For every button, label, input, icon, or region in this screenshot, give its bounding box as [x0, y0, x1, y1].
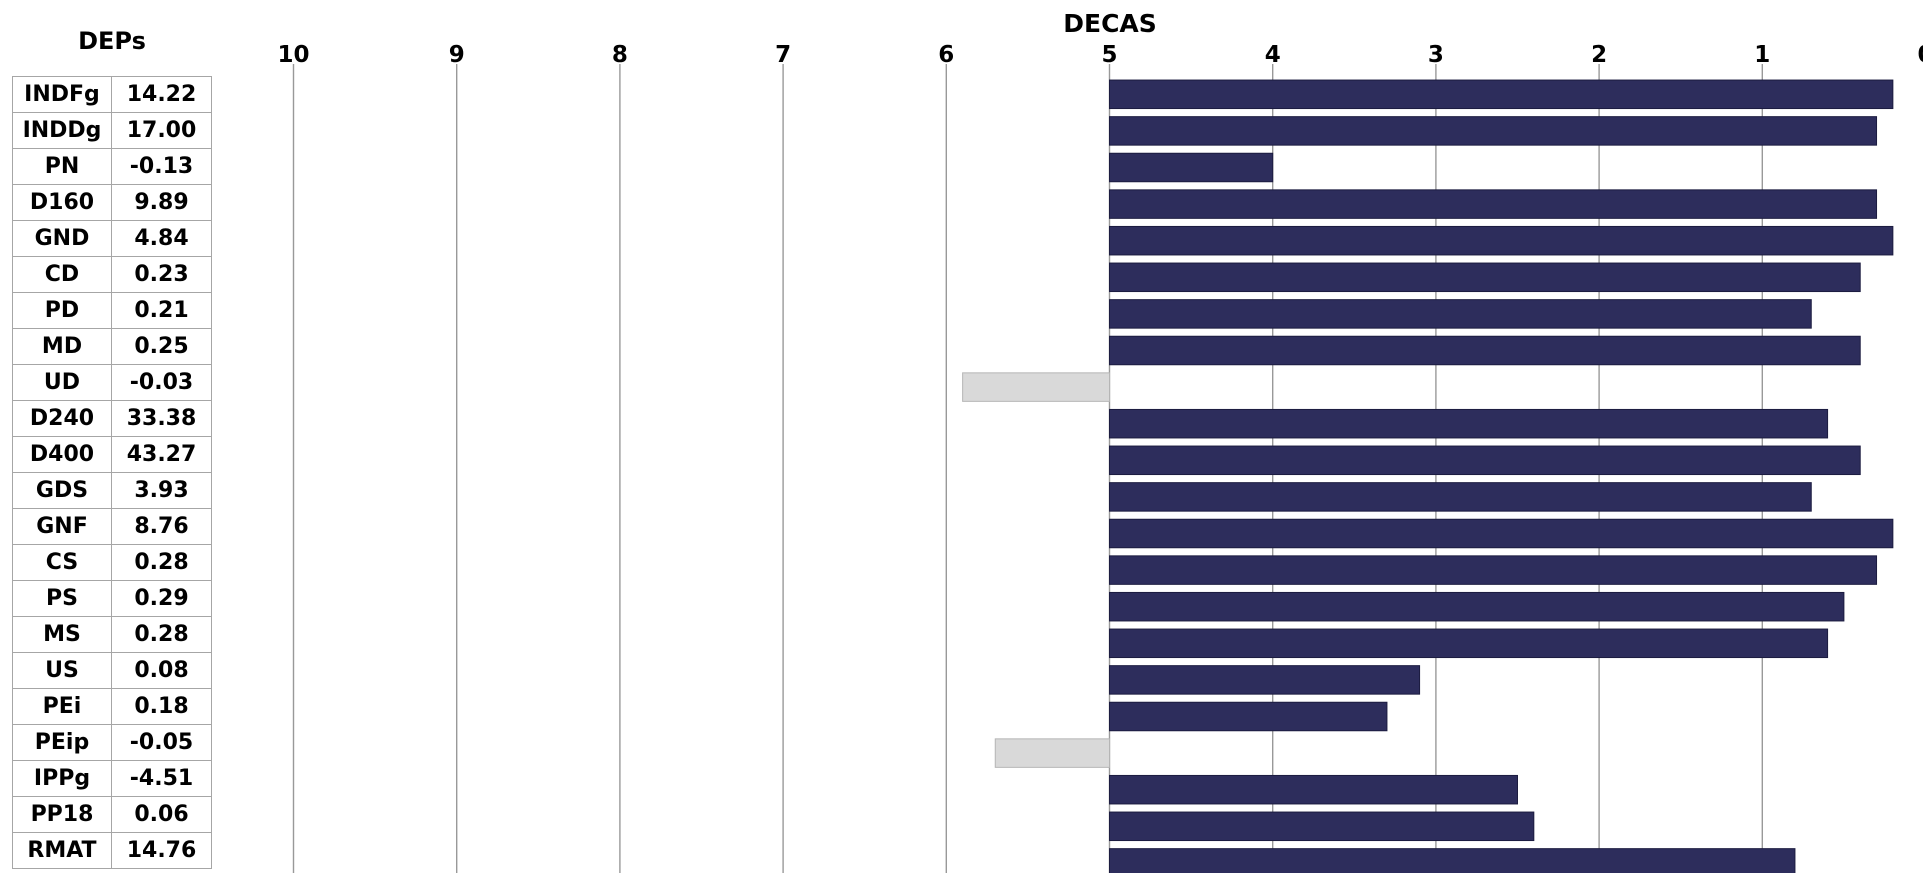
table-row: GNF 8.76 [12, 508, 212, 545]
x-tick-label: 6 [938, 42, 954, 68]
x-tick-label: 2 [1591, 42, 1607, 68]
table-row: CD 0.23 [12, 256, 212, 293]
dep-value: 0.25 [111, 328, 212, 365]
bar-pei [1109, 701, 1388, 732]
bar-ippg [1109, 774, 1518, 805]
table-row: D240 33.38 [12, 400, 212, 437]
dep-value: 43.27 [111, 436, 212, 473]
table-row: D160 9.89 [12, 184, 212, 221]
bar-pd [1109, 299, 1812, 329]
x-tick-label: 9 [449, 42, 465, 68]
dep-value: -0.03 [111, 364, 212, 401]
x-tick-label: 5 [1101, 42, 1117, 68]
table-row: MD 0.25 [12, 328, 212, 365]
table-row: MS 0.28 [12, 616, 212, 653]
bar-d400 [1109, 445, 1861, 476]
table-row: RMAT 14.76 [12, 832, 212, 869]
dep-code: CS [12, 544, 112, 581]
bar-pp18 [1109, 811, 1535, 842]
table-row: UD -0.03 [12, 364, 212, 401]
dep-value: 4.84 [111, 220, 212, 257]
dep-value: -0.13 [111, 148, 212, 185]
bar-gnd [1109, 225, 1894, 256]
table-row: GDS 3.93 [12, 472, 212, 509]
bar-gds [1109, 482, 1812, 512]
dep-value: 0.23 [111, 256, 212, 293]
bar-ud [962, 372, 1110, 402]
bar-md [1109, 335, 1861, 366]
bar-cs [1109, 555, 1878, 585]
x-tick-label: 1 [1754, 42, 1770, 68]
bar-cd [1109, 262, 1861, 293]
dep-value: 0.28 [111, 616, 212, 653]
dep-code: PN [12, 148, 112, 185]
dep-value: 0.21 [111, 292, 212, 329]
deps-header: DEPs [78, 27, 146, 55]
bar-rmat [1109, 848, 1796, 873]
x-tick-label: 8 [612, 42, 628, 68]
dep-value: 14.76 [111, 832, 212, 869]
dep-code: PS [12, 580, 112, 617]
dep-value: 3.93 [111, 472, 212, 509]
dep-code: MS [12, 616, 112, 653]
table-row: PN -0.13 [12, 148, 212, 185]
dep-code: D160 [12, 184, 112, 221]
dep-code: D400 [12, 436, 112, 473]
chart-title: DECAS [1063, 9, 1157, 38]
dep-value: 0.28 [111, 544, 212, 581]
bar-gnf [1109, 518, 1894, 549]
dep-value: 8.76 [111, 508, 212, 545]
x-tick-label: 7 [775, 42, 791, 68]
dep-code: GND [12, 220, 112, 257]
dep-value: 33.38 [111, 400, 212, 437]
x-tick-label: 10 [277, 42, 309, 68]
dep-code: MD [12, 328, 112, 365]
dep-value: 0.29 [111, 580, 212, 617]
dep-value: -0.05 [111, 724, 212, 761]
bar-inddg [1109, 116, 1878, 146]
table-row: CS 0.28 [12, 544, 212, 581]
deps-table: INDFg 14.22 INDDg 17.00 PN -0.13 D160 9.89 GND 4.… [12, 76, 212, 869]
dep-value: 17.00 [111, 112, 212, 149]
bar-peip [994, 738, 1111, 768]
dep-code: INDDg [12, 112, 112, 149]
table-row: PEip -0.05 [12, 724, 212, 761]
x-tick-label: 4 [1265, 42, 1281, 68]
dep-code: GNF [12, 508, 112, 545]
bar-d240 [1109, 408, 1829, 439]
dep-code: US [12, 652, 112, 689]
dep-code: INDFg [12, 76, 112, 113]
dep-code: D240 [12, 400, 112, 437]
dep-code: PP18 [12, 796, 112, 833]
table-row: PS 0.29 [12, 580, 212, 617]
bar-us [1109, 665, 1421, 695]
bar-ms [1109, 628, 1829, 659]
x-tick-label: 3 [1428, 42, 1444, 68]
table-row: INDDg 17.00 [12, 112, 212, 149]
table-row: PD 0.21 [12, 292, 212, 329]
dep-value: 9.89 [111, 184, 212, 221]
x-tick-label: 0 [1917, 42, 1923, 68]
table-row: D400 43.27 [12, 436, 212, 473]
table-row: GND 4.84 [12, 220, 212, 257]
dep-code: PEip [12, 724, 112, 761]
bar-d160 [1109, 189, 1878, 219]
dep-code: GDS [12, 472, 112, 509]
bar-indfg [1109, 79, 1894, 110]
bar-pn [1109, 152, 1274, 183]
bar-ps [1109, 591, 1845, 622]
